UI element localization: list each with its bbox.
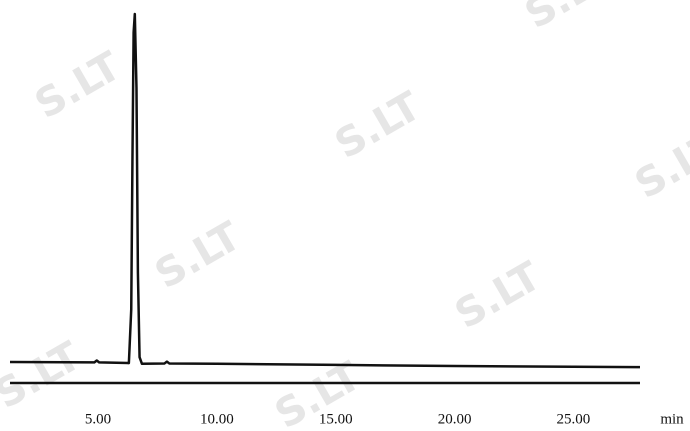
x-tick-label: 20.00 xyxy=(438,411,472,427)
x-tick-label: 15.00 xyxy=(319,411,353,427)
x-axis-label: min xyxy=(660,411,684,427)
watermark: S.LT xyxy=(0,333,89,418)
x-tick-label: 10.00 xyxy=(200,411,234,427)
watermark: S.LT xyxy=(148,213,250,298)
x-tick-label: 5.00 xyxy=(85,411,111,427)
watermark: S.LT xyxy=(28,43,130,128)
watermark: S.LT xyxy=(628,123,690,208)
x-tick-label: 25.00 xyxy=(557,411,591,427)
trace xyxy=(9,12,641,369)
watermark: S.LT xyxy=(518,0,620,38)
watermark: S.LT xyxy=(328,83,430,168)
watermark: S.LT xyxy=(448,253,550,338)
